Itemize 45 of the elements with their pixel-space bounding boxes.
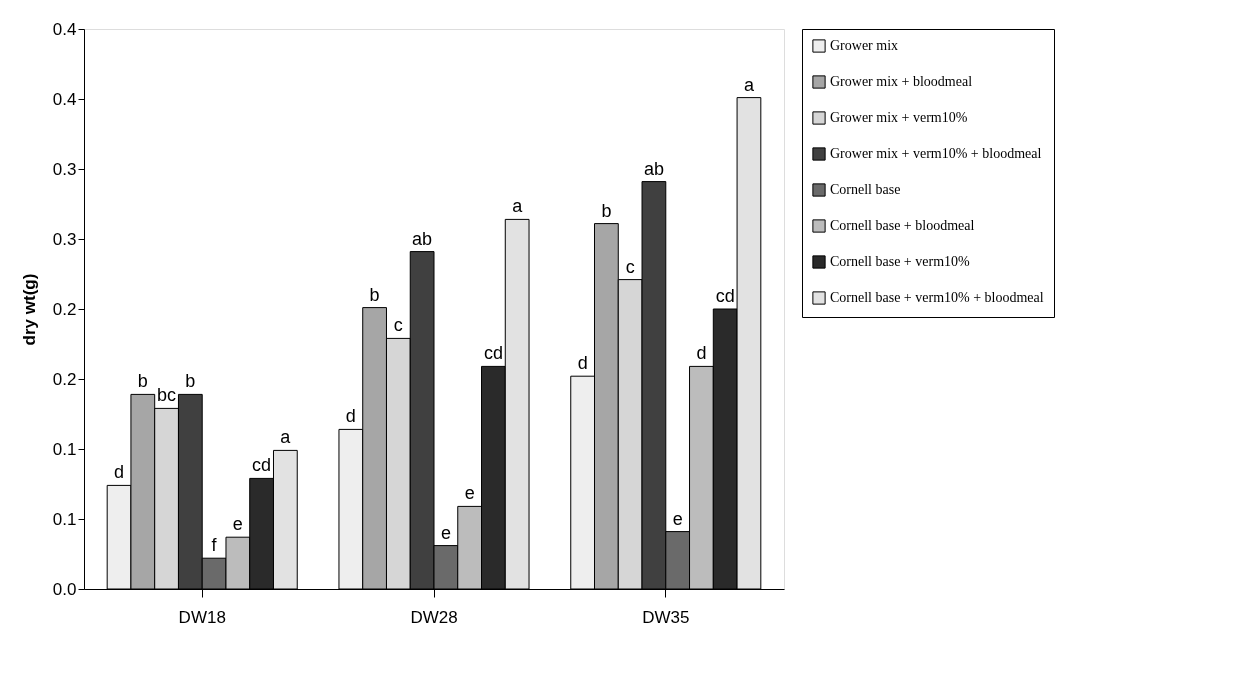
data-label: f [211, 535, 218, 556]
legend-label: Cornell base + bloodmeal [830, 218, 975, 233]
y-tick-label: 0.2 [52, 369, 77, 389]
data-label: cd [483, 343, 503, 364]
y-tick-label: 0.4 [52, 89, 77, 109]
data-label: ab [643, 158, 664, 179]
y-tick-label: 0.3 [52, 229, 77, 249]
x-tick-label: DW28 [410, 607, 458, 627]
legend-label: Grower mix + bloodmeal [830, 74, 973, 89]
data-label: d [577, 353, 588, 374]
data-label: cd [715, 286, 735, 306]
legend-label: Cornell base [830, 182, 901, 197]
data-label: d [345, 406, 356, 427]
data-label: c [393, 315, 403, 336]
data-label: e [464, 483, 475, 504]
y-tick-label: 0.3 [52, 159, 77, 179]
y-tick-label: 0.2 [52, 299, 77, 319]
data-label: b [369, 284, 380, 305]
data-label: d [114, 462, 125, 483]
legend-label: Grower mix + verm10% [830, 110, 968, 125]
x-tick-label: DW18 [178, 607, 226, 627]
x-tick-label: DW35 [642, 607, 690, 627]
data-label: b [601, 200, 612, 221]
y-tick-label: 0.4 [52, 19, 77, 39]
data-label: d [696, 343, 707, 364]
legend-label: Cornell base + verm10% + bloodmeal [830, 290, 1044, 305]
data-label: b [137, 371, 148, 392]
data-label: a [280, 427, 292, 448]
data-label: b [185, 371, 196, 392]
y-tick-label: 0.0 [52, 579, 77, 599]
legend-label: Grower mix [830, 38, 899, 53]
legend-label: Grower mix + verm10% + bloodmeal [830, 146, 1042, 161]
y-axis-title: dry wt(g) [19, 273, 39, 346]
data-label: e [232, 514, 243, 535]
data-label: a [743, 74, 755, 95]
y-tick-label: 0.1 [52, 509, 77, 529]
data-label: ab [412, 228, 433, 249]
y-tick-label: 0.1 [52, 439, 77, 459]
data-label: bc [157, 385, 177, 406]
data-label: c [625, 256, 635, 277]
data-label: e [672, 508, 683, 529]
data-label: e [440, 522, 451, 543]
data-label: a [512, 196, 524, 217]
data-label: cd [252, 455, 272, 476]
legend-label: Cornell base + verm10% [830, 254, 971, 269]
